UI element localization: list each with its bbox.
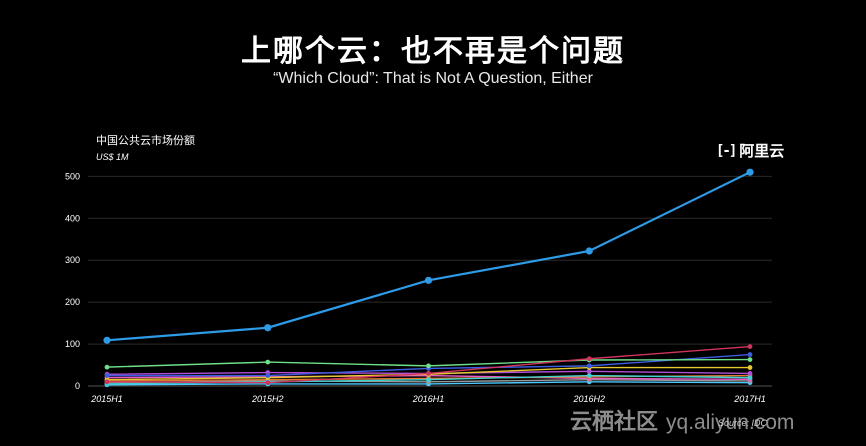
data-point	[265, 359, 271, 365]
data-point	[747, 365, 753, 370]
data-point	[586, 356, 592, 362]
watermark: 云栖社区 yq.aliyun.com	[570, 404, 794, 436]
data-point	[426, 363, 431, 369]
y-tick-label: 300	[65, 255, 80, 265]
data-point	[585, 247, 593, 255]
data-point	[426, 371, 431, 376]
data-point	[104, 373, 110, 378]
data-point	[265, 373, 271, 378]
y-tick-label: 200	[65, 297, 80, 307]
y-tick-label: 100	[65, 339, 80, 349]
data-point	[747, 352, 753, 357]
y-axis-unit-label: US$ 1M	[96, 152, 129, 162]
x-tick-label: 2016H1	[412, 394, 445, 404]
data-point	[747, 371, 753, 376]
x-tick-label: 2015H2	[251, 394, 284, 404]
page-title: 上哪个云：也不再是个问题	[241, 34, 625, 69]
y-tick-label: 400	[65, 213, 80, 223]
x-tick-label: 2015H1	[90, 394, 123, 404]
brand-logo: [-] 阿里云	[716, 140, 784, 161]
y-tick-label: 0	[75, 381, 80, 391]
data-point	[747, 357, 753, 362]
brand-name: 阿里云	[739, 142, 785, 160]
data-point	[424, 276, 433, 284]
data-point	[103, 336, 111, 344]
page-subtitle: “Which Cloud”: That is Not A Question, E…	[273, 70, 593, 87]
data-point	[747, 344, 753, 349]
x-tick-label: 2016H2	[572, 394, 605, 404]
source-note: Source: IDC	[718, 418, 768, 428]
series-line	[106, 171, 751, 342]
data-point	[104, 364, 110, 370]
watermark-url: yq.aliyun.com	[666, 411, 795, 434]
data-point	[747, 375, 753, 381]
x-tick-label: 2017H1	[733, 394, 766, 404]
data-point	[586, 373, 592, 378]
data-point	[265, 380, 271, 386]
data-point	[746, 168, 754, 176]
y-tick-label: 500	[65, 171, 80, 181]
data-point	[586, 363, 592, 369]
data-point	[264, 324, 272, 332]
chart-title: 中国公共云市场份额	[96, 134, 195, 147]
data-point	[586, 368, 592, 374]
alibaba-cloud-bracket-icon: [-]	[716, 142, 737, 159]
data-point	[104, 379, 110, 385]
watermark-name: 云栖社区	[570, 409, 659, 434]
data-point	[426, 377, 431, 383]
